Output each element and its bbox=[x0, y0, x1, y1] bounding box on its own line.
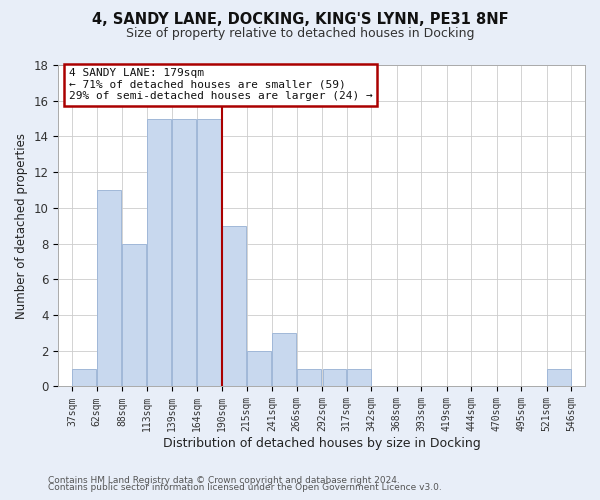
Bar bbox=[547, 368, 571, 386]
Text: Contains HM Land Registry data © Crown copyright and database right 2024.: Contains HM Land Registry data © Crown c… bbox=[48, 476, 400, 485]
Bar bbox=[97, 190, 121, 386]
Text: Size of property relative to detached houses in Docking: Size of property relative to detached ho… bbox=[126, 28, 474, 40]
Text: Contains public sector information licensed under the Open Government Licence v3: Contains public sector information licen… bbox=[48, 484, 442, 492]
Bar bbox=[297, 368, 321, 386]
Bar bbox=[147, 118, 170, 386]
Bar bbox=[197, 118, 221, 386]
Bar bbox=[223, 226, 246, 386]
Bar bbox=[247, 351, 271, 386]
Text: 4 SANDY LANE: 179sqm
← 71% of detached houses are smaller (59)
29% of semi-detac: 4 SANDY LANE: 179sqm ← 71% of detached h… bbox=[69, 68, 373, 102]
Bar bbox=[323, 368, 346, 386]
Bar bbox=[272, 333, 296, 386]
Y-axis label: Number of detached properties: Number of detached properties bbox=[15, 132, 28, 318]
Bar bbox=[73, 368, 96, 386]
Bar bbox=[122, 244, 146, 386]
X-axis label: Distribution of detached houses by size in Docking: Distribution of detached houses by size … bbox=[163, 437, 481, 450]
Bar bbox=[172, 118, 196, 386]
Text: 4, SANDY LANE, DOCKING, KING'S LYNN, PE31 8NF: 4, SANDY LANE, DOCKING, KING'S LYNN, PE3… bbox=[92, 12, 508, 28]
Bar bbox=[347, 368, 371, 386]
